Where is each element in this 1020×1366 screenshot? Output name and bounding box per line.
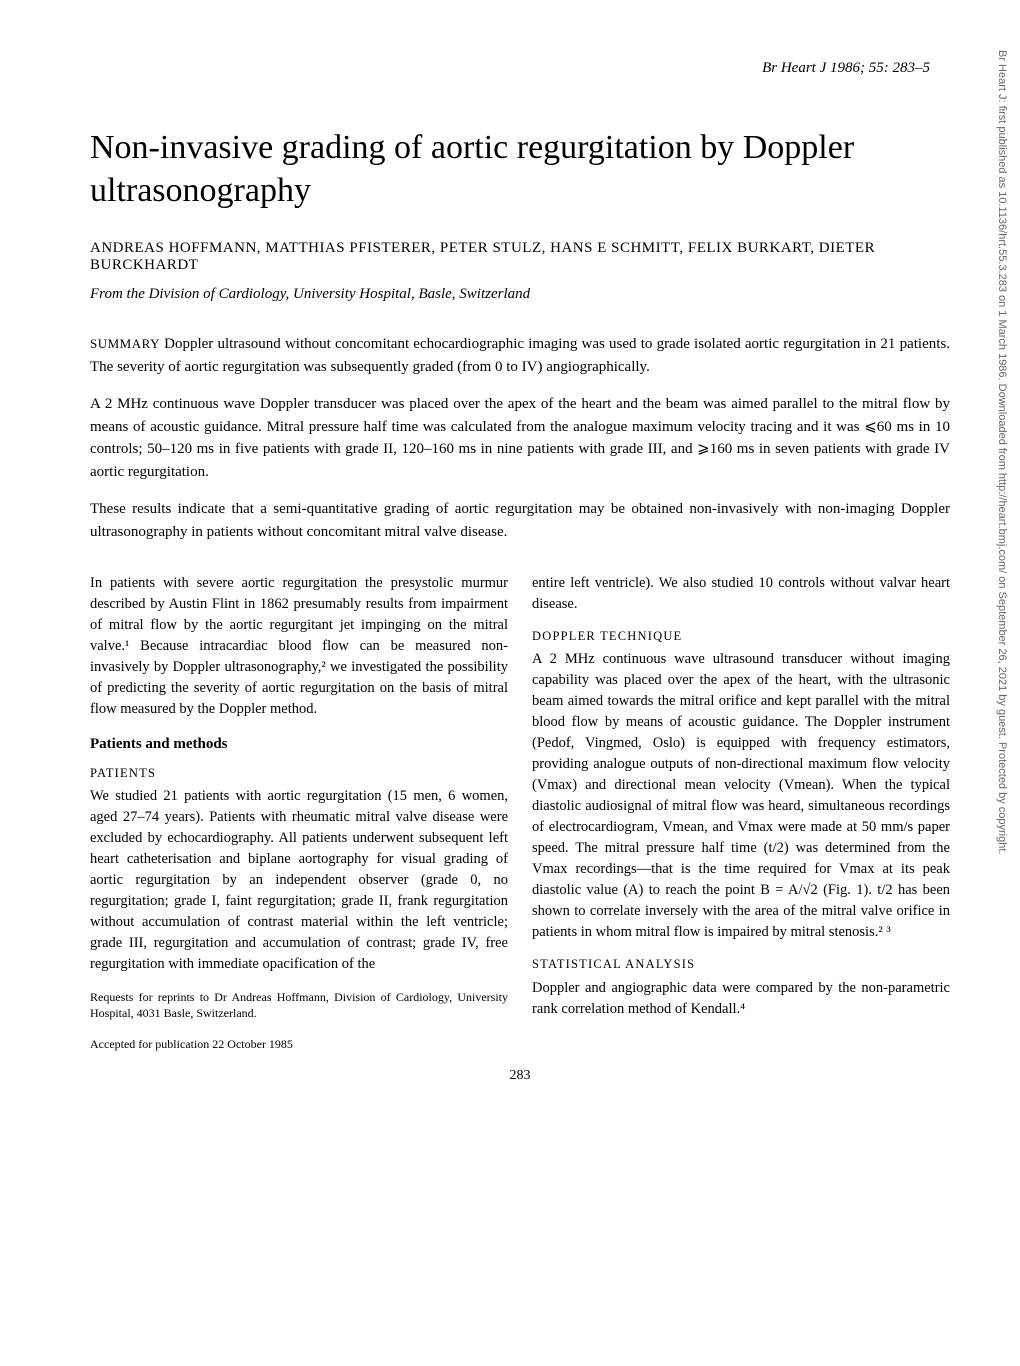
affiliation: From the Division of Cardiology, Univers… xyxy=(90,286,950,303)
intro-paragraph: In patients with severe aortic regurgita… xyxy=(90,573,508,720)
copyright-watermark: Br Heart J: first published as 10.1136/h… xyxy=(996,50,1008,1250)
two-column-layout: In patients with severe aortic regurgita… xyxy=(90,573,950,1052)
stats-subheading: STATISTICAL ANALYSIS xyxy=(532,955,950,973)
summary-section: SUMMARY Doppler ultrasound without conco… xyxy=(90,333,950,543)
article-title: Non-invasive grading of aortic regurgita… xyxy=(90,127,950,212)
patients-text: We studied 21 patients with aortic regur… xyxy=(90,786,508,975)
right-column: entire left ventricle). We also studied … xyxy=(532,573,950,1052)
summary-paragraph-1: SUMMARY Doppler ultrasound without conco… xyxy=(90,333,950,378)
page-number: 283 xyxy=(90,1068,950,1084)
doppler-subheading: DOPPLER TECHNIQUE xyxy=(532,627,950,645)
methods-heading: Patients and methods xyxy=(90,734,508,756)
journal-reference: Br Heart J 1986; 55: 283–5 xyxy=(90,60,950,77)
summary-paragraph-2: A 2 MHz continuous wave Doppler transduc… xyxy=(90,393,950,483)
page-container: Br Heart J: first published as 10.1136/h… xyxy=(0,0,1020,1124)
summary-paragraph-3: These results indicate that a semi-quant… xyxy=(90,498,950,543)
doppler-text: A 2 MHz continuous wave ultrasound trans… xyxy=(532,649,950,943)
author-list: ANDREAS HOFFMANN, MATTHIAS PFISTERER, PE… xyxy=(90,240,950,274)
left-column: In patients with severe aortic regurgita… xyxy=(90,573,508,1052)
accepted-footnote: Accepted for publication 22 October 1985 xyxy=(90,1036,508,1052)
reprints-footnote: Requests for reprints to Dr Andreas Hoff… xyxy=(90,989,508,1021)
summary-text-1: Doppler ultrasound without concomitant e… xyxy=(90,336,950,375)
summary-label: SUMMARY xyxy=(90,336,160,351)
stats-text: Doppler and angiographic data were compa… xyxy=(532,978,950,1020)
col2-continuation: entire left ventricle). We also studied … xyxy=(532,573,950,615)
patients-subheading: PATIENTS xyxy=(90,764,508,782)
